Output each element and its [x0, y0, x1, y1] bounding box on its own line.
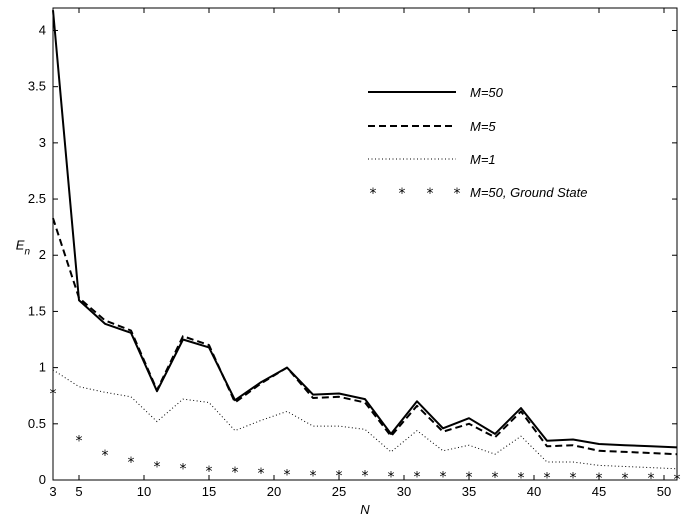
x-tick-label: 25: [332, 484, 346, 499]
series-m-50-ground-state-point: *: [570, 471, 577, 487]
x-tick-label: 35: [462, 484, 476, 499]
ticks: [52, 8, 677, 481]
series-m-50-ground-state-point: *: [362, 468, 369, 484]
legend-m-50-ground-state-label: M=50, Ground State: [470, 185, 587, 200]
x-tick-label: 50: [657, 484, 671, 499]
series-m-50-ground-state-point: *: [310, 468, 317, 484]
y-tick-label: 3: [39, 135, 46, 150]
y-axis-label: En: [16, 238, 31, 258]
series-m-50-ground-state-point: *: [258, 466, 265, 482]
series-m-50-ground-state-point: *: [648, 471, 655, 487]
legend: M=50 M=5 M=1 * * * * M=50, Ground State: [368, 85, 587, 202]
series-m-1-line: [52, 369, 678, 470]
legend-m-1-label: M=1: [470, 152, 496, 167]
x-tick-label: 40: [527, 484, 541, 499]
y-tick-label: 4: [39, 22, 46, 37]
x-tick-label: 3: [49, 484, 56, 499]
y-tick-label: 2: [39, 247, 46, 262]
y-tick-label: 0.5: [28, 416, 46, 431]
x-tick-label: 15: [202, 484, 216, 499]
y-axis-label-subscript: n: [24, 247, 30, 258]
legend-m-50-label: M=50: [470, 85, 504, 100]
series-m-50-ground-state-point: *: [518, 471, 525, 487]
series-m-50-ground-state-point: *: [102, 448, 109, 464]
x-tick-label: 20: [267, 484, 281, 499]
axes-box: [52, 7, 678, 481]
legend-m-5-label: M=5: [470, 119, 496, 134]
series-m-50-ground-state-point: *: [440, 470, 447, 486]
series-m-50-line: [52, 10, 678, 449]
series-m-50-ground-state-point: *: [206, 464, 213, 480]
series-m-50-ground-state-point: *: [154, 459, 161, 475]
series-m-50-ground-state-point: *: [232, 465, 239, 481]
y-tick-label: 3.5: [28, 79, 46, 94]
series-m-50-ground-state-point: *: [388, 470, 395, 486]
legend-m-50-ground-state-marker: *: [454, 186, 461, 202]
series-m-50-ground-state-point: *: [492, 470, 499, 486]
x-tick-label: 45: [592, 484, 606, 499]
y-tick-label: 0: [39, 472, 46, 487]
y-tick-label: 2.5: [28, 191, 46, 206]
x-tick-label: 5: [75, 484, 82, 499]
legend-m-50-ground-state-marker: *: [399, 186, 406, 202]
legend-m-50-ground-state-marker: *: [370, 186, 377, 202]
plot-marks: *************************: [50, 10, 681, 488]
series-m-50-ground-state-point: *: [284, 467, 291, 483]
y-axis-label-main: E: [16, 238, 25, 253]
series-m-50-ground-state-point: *: [544, 471, 551, 487]
series-m-50-ground-state-point: *: [180, 462, 187, 478]
series-m-50-ground-state-point: *: [622, 471, 629, 487]
series-m-50-ground-state-point: *: [414, 470, 421, 486]
series-m-50-ground-state-point: *: [76, 434, 83, 450]
series-m-50-ground-state-point: *: [128, 455, 135, 471]
y-tick-label: 1.5: [28, 303, 46, 318]
x-tick-label: 10: [137, 484, 151, 499]
y-tick-label: 1: [39, 360, 46, 375]
legend-m-50-ground-state-marker: *: [427, 186, 434, 202]
x-tick-label: 30: [397, 484, 411, 499]
x-axis-label: N: [360, 502, 370, 517]
